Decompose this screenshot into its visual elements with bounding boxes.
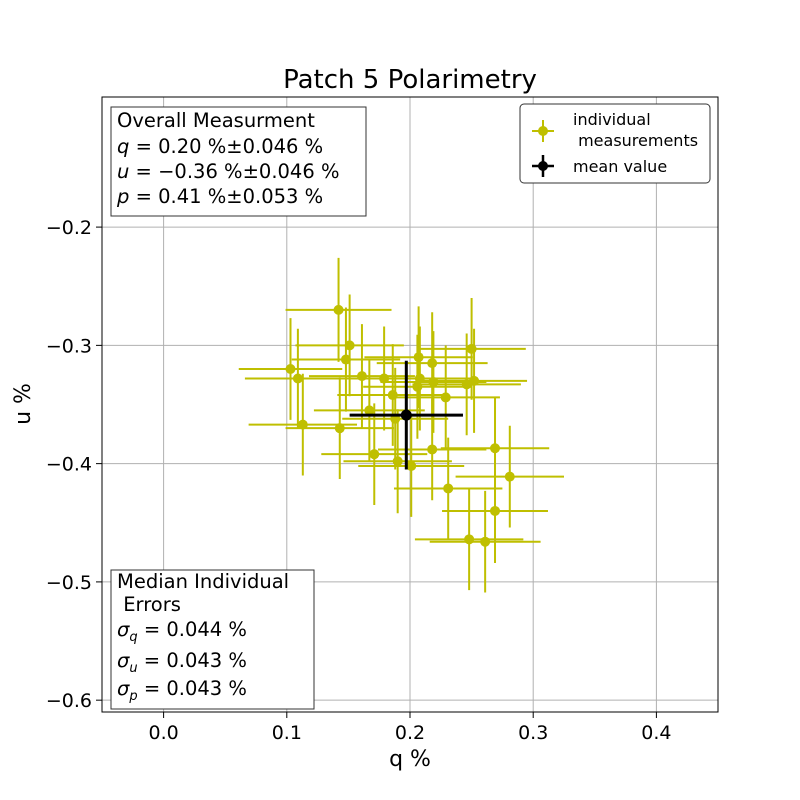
measurement-marker [334, 423, 345, 434]
legend-individual-dot [538, 126, 548, 136]
chart-title: Patch 5 Polarimetry [283, 65, 537, 95]
overall-u-line: u = −0.36 %±0.046 % [117, 160, 339, 183]
median-sigma-p-line: σp = 0.043 % [117, 677, 247, 704]
individual-measurement-point [343, 409, 452, 514]
legend-label-mean: mean value [573, 157, 667, 176]
overall-p-line: p = 0.41 %±0.053 % [116, 185, 323, 208]
individual-measurement-point [412, 333, 521, 436]
axis-ticks: 0.0 0.1 0.2 0.3 0.4 −0.6 −0.5 −0.4 −0.3 −0.2 [46, 217, 672, 744]
measurement-marker [392, 456, 403, 467]
legend-marker-mean [532, 155, 554, 177]
measurement-marker [490, 443, 501, 454]
measurement-marker [285, 364, 296, 375]
data-series [238, 257, 564, 593]
measurement-marker [387, 390, 398, 401]
individual-measurement-point [308, 324, 415, 429]
median-errors-box: Median Individual Errors σq = 0.044 % σu… [110, 569, 315, 710]
sigma-u-subscript: u [129, 661, 137, 676]
measurement-marker [464, 534, 475, 545]
individual-measurement-point [391, 345, 500, 450]
individual-measurement-point [414, 488, 524, 591]
legend-frame [519, 103, 711, 184]
y-axis-label: u % [11, 383, 36, 425]
measurement-marker [369, 449, 380, 460]
legend-mean-dot [538, 161, 548, 171]
overall-u-value: = −0.36 %±0.046 % [129, 160, 339, 183]
overall-box-frame [110, 106, 367, 217]
median-sigma-q-line: σq = 0.044 % [117, 618, 247, 645]
sigma-q-value: = 0.044 % [138, 618, 247, 641]
individual-measurement-point [321, 403, 428, 506]
median-box-frame [110, 569, 315, 710]
x-tick-label: 0.3 [518, 722, 548, 744]
individual-measurement-point [455, 425, 564, 528]
measurement-marker [356, 371, 367, 382]
overall-q-line: q = 0.20 %±0.046 % [117, 135, 323, 158]
mean-marker [400, 409, 412, 421]
median-title-line2: Errors [117, 593, 181, 616]
sigma-p-value: = 0.043 % [138, 677, 247, 700]
individual-measurement-point [421, 328, 528, 433]
sigma-p-subscript: p [128, 689, 137, 704]
measurement-marker [490, 505, 501, 516]
measurement-marker [461, 379, 472, 390]
measurement-marker [340, 354, 351, 365]
sigma-u-symbol: σ [117, 649, 130, 672]
sigma-q-symbol: σ [117, 618, 130, 641]
sigma-p-symbol: σ [117, 677, 130, 700]
x-tick-label: 0.0 [148, 722, 178, 744]
measurement-marker [466, 343, 477, 354]
y-tick-label: −0.6 [46, 690, 92, 712]
individual-measurement-point [358, 415, 465, 517]
measurement-marker [413, 352, 424, 363]
sigma-u-value: = 0.043 % [138, 649, 247, 672]
overall-u-symbol: u [117, 160, 129, 183]
overall-p-symbol: p [116, 185, 129, 208]
legend-label-individual-line2: measurements [573, 131, 698, 150]
overall-p-value: = 0.41 %±0.053 % [129, 185, 323, 208]
median-title-line1: Median Individual [117, 570, 289, 593]
measurement-marker [440, 392, 451, 403]
overall-measurement-box: Overall Measurment q = 0.20 %±0.046 % u … [110, 106, 367, 217]
x-tick-label: 0.2 [395, 722, 425, 744]
measurement-marker [333, 304, 344, 315]
overall-q-symbol: q [117, 135, 129, 158]
legend: individual measurements mean value [519, 103, 711, 184]
individual-measurement-point [238, 318, 343, 420]
legend-label-individual-line1: individual [573, 110, 651, 129]
measurement-marker [428, 377, 439, 388]
x-tick-label: 0.4 [641, 722, 671, 744]
measurement-marker [292, 373, 303, 384]
y-tick-label: −0.5 [46, 572, 92, 594]
individual-measurement-point [429, 490, 541, 593]
measurement-marker [427, 358, 438, 369]
sigma-q-subscript: q [129, 630, 137, 645]
measurement-marker [364, 405, 375, 416]
measurement-marker [480, 536, 491, 547]
individual-measurement-point [393, 437, 503, 540]
measurement-marker [344, 340, 355, 351]
x-axis-label: q % [389, 747, 431, 772]
individual-measurement-point [363, 334, 472, 439]
legend-marker-individual [532, 120, 554, 142]
mean-value-point [349, 360, 463, 470]
overall-q-value: = 0.20 %±0.046 % [129, 135, 323, 158]
y-tick-label: −0.4 [46, 454, 92, 476]
overall-title: Overall Measurment [117, 109, 315, 132]
individual-measurement-point [442, 458, 548, 563]
median-sigma-u-line: σu = 0.043 % [117, 649, 247, 676]
measurement-marker [504, 471, 515, 482]
y-tick-label: −0.2 [46, 217, 92, 239]
y-tick-label: −0.3 [46, 335, 92, 357]
x-tick-label: 0.1 [272, 722, 302, 744]
measurement-marker [427, 444, 438, 455]
measurement-marker [469, 375, 480, 386]
measurement-marker [297, 419, 308, 430]
individual-measurement-point [364, 306, 473, 409]
measurement-marker [406, 461, 417, 471]
measurement-marker [443, 483, 454, 494]
